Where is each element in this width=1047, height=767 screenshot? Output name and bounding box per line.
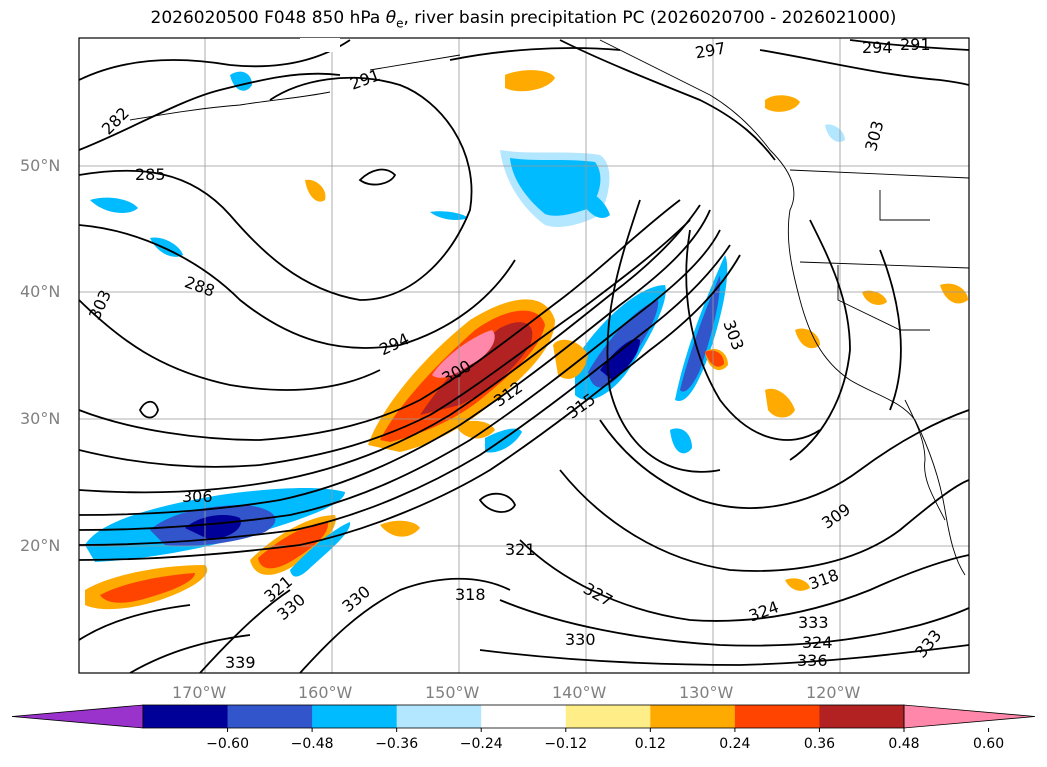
colorbar-swatch	[396, 705, 482, 728]
lon-label-160w: 160°W	[298, 683, 353, 702]
contour-label: 330	[338, 582, 374, 616]
colorbar-tick-label: −0.60	[206, 736, 249, 752]
colorbar-tick-label: 0.60	[972, 736, 1005, 752]
colorbar-tick-label: −0.48	[290, 736, 334, 752]
contour-label: 330	[565, 630, 596, 649]
colorbar-tick-label: 0.24	[719, 736, 751, 752]
colorbar-swatch	[734, 705, 820, 728]
contour-label: 327	[580, 579, 616, 611]
contour-label: 336	[797, 651, 828, 670]
lat-label-50n: 50°N	[20, 156, 61, 175]
lat-label-30n: 30°N	[20, 409, 61, 428]
contour-label: 297	[694, 38, 727, 62]
colorbar-tick-label: 0.48	[888, 736, 920, 752]
colorbar-tick-label: 0.36	[803, 736, 836, 752]
lon-label-150w: 150°W	[425, 683, 480, 702]
contour-label: 339	[225, 653, 256, 672]
contour-label: 291	[900, 35, 931, 54]
contour-label: 321	[505, 540, 536, 559]
colorbar-swatch	[312, 705, 398, 728]
colorbar-swatch	[819, 705, 905, 728]
lon-label-120w: 120°W	[806, 683, 861, 702]
colorbar-extension-high	[903, 704, 1036, 729]
shaded-anomalies	[85, 70, 968, 610]
colorbar-tick-label: 0.12	[634, 736, 666, 752]
colorbar-frame	[142, 704, 905, 729]
contour-label: 303	[719, 317, 747, 352]
plot-frame	[78, 37, 970, 674]
contour-label: 318	[806, 565, 841, 593]
contour-label: 294	[376, 329, 412, 359]
colorbar-extension-low	[11, 704, 144, 729]
lat-label-40n: 40°N	[20, 282, 61, 301]
colorbar-swatch	[565, 705, 651, 728]
lat-label-20n: 20°N	[20, 536, 61, 555]
contour-label: 291	[347, 65, 382, 93]
colorbar-tick-label: −0.12	[544, 736, 588, 752]
contour-label: 318	[455, 585, 486, 604]
contour-label: 294	[862, 38, 893, 57]
colorbar-swatch	[143, 705, 229, 728]
lon-label-130w: 130°W	[679, 683, 734, 702]
colorbar-swatch	[650, 705, 736, 728]
colorbar-tick-label: −0.24	[459, 736, 503, 752]
theta-e-contours	[79, 39, 969, 673]
contour-label: 303	[861, 119, 887, 153]
lon-label-140w: 140°W	[552, 683, 607, 702]
contour-label: 324	[802, 633, 833, 652]
lon-label-170w: 170°W	[172, 683, 227, 702]
coastlines	[129, 39, 969, 576]
colorbar-swatch	[481, 705, 567, 728]
contour-label: 306	[182, 487, 213, 506]
contour-label: 324	[746, 597, 781, 625]
contour-label: 282	[98, 103, 133, 138]
contour-label: 309	[818, 500, 854, 533]
contour-label: 333	[911, 626, 945, 662]
colorbar	[11, 704, 1036, 732]
colorbar-swatch	[227, 705, 313, 728]
colorbar-tick-label: −0.36	[375, 736, 419, 752]
chart-title: 2026020500 F048 850 hPa θe, river basin …	[150, 8, 897, 31]
contour-label: 333	[798, 613, 829, 632]
contour-label: 285	[135, 165, 166, 184]
